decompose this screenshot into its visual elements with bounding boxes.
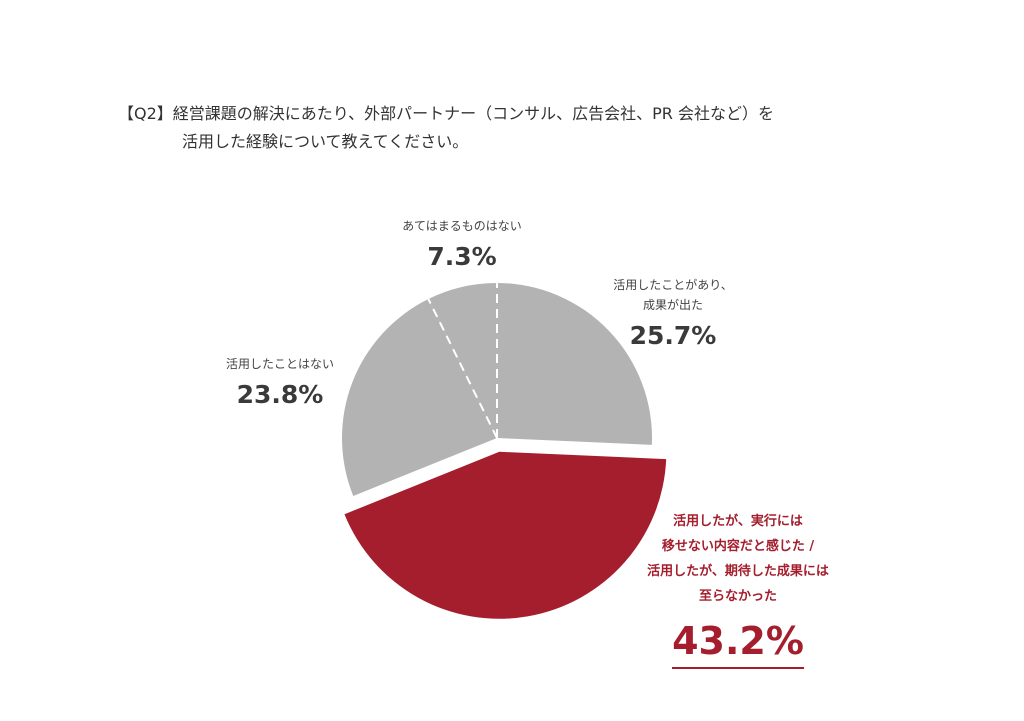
- separator-left: [427, 298, 498, 439]
- label-slice-no-result-text-1: 活用したが、実行には: [673, 514, 803, 529]
- label-slice-no-result-text-2: 移せない内容だと感じた /: [661, 539, 815, 554]
- label-slice-never-used-text: 活用したことはない: [225, 357, 334, 371]
- label-slice-success-value: 25.7%: [629, 321, 717, 350]
- label-slice-success: 活用したことがあり、 成果が出た 25.7%: [588, 275, 758, 350]
- label-slice-no-result-text-4: 至らなかった: [698, 589, 777, 604]
- label-slice-none-text: あてはまるものはない: [402, 219, 522, 233]
- question-line-2: 活用した経験について教えてください。: [182, 132, 469, 151]
- slice-separators: [427, 283, 498, 439]
- question-text: 【Q2】経営課題の解決にあたり、外部パートナー（コンサル、広告会社、PR 会社な…: [118, 100, 774, 156]
- label-slice-none-value: 7.3%: [427, 242, 497, 271]
- label-slice-never-used: 活用したことはない 23.8%: [195, 354, 365, 409]
- label-slice-success-text-1: 活用したことがあり、: [613, 278, 733, 292]
- pie-slice-2: [341, 299, 497, 496]
- label-slice-never-used-value: 23.8%: [236, 380, 324, 409]
- label-slice-no-result-value: 43.2%: [672, 619, 804, 669]
- pie-slice-1: [344, 451, 667, 619]
- label-slice-no-result: 活用したが、実行には 移せない内容だと感じた / 活用したが、期待した成果には …: [618, 509, 858, 669]
- pie-slice-3: [428, 283, 497, 438]
- pie-slice-0: [497, 283, 653, 445]
- question-line-1: 【Q2】経営課題の解決にあたり、外部パートナー（コンサル、広告会社、PR 会社な…: [118, 104, 774, 123]
- label-slice-success-text-2: 成果が出た: [642, 298, 703, 312]
- label-slice-none: あてはまるものはない 7.3%: [377, 216, 547, 271]
- label-slice-no-result-text-3: 活用したが、期待した成果には: [647, 564, 829, 579]
